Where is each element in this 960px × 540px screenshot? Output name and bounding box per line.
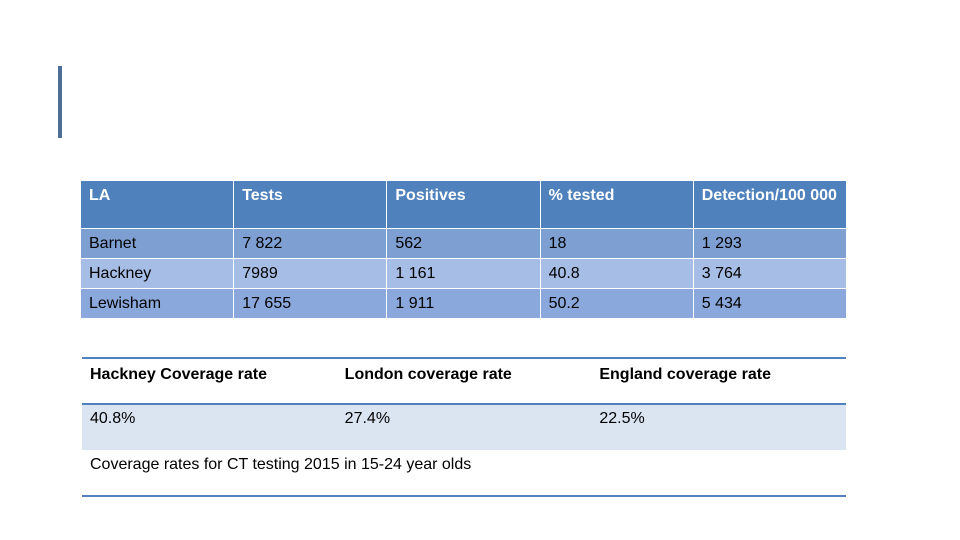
cell-percent-tested: 50.2 bbox=[539, 288, 694, 319]
title-accent-bar bbox=[58, 66, 62, 138]
cell-positives: 1 911 bbox=[386, 288, 541, 319]
coverage-value-england: 22.5% bbox=[599, 410, 645, 427]
table-row: Hackney 7989 1 161 40.8 3 764 bbox=[79, 258, 848, 289]
table-row: Lewisham 17 655 1 911 50.2 5 434 bbox=[79, 288, 848, 319]
cell-positives: 562 bbox=[386, 228, 541, 259]
cell-tests: 17 655 bbox=[233, 288, 388, 319]
coverage-value-london: 27.4% bbox=[344, 410, 391, 427]
cell-percent-tested: 40.8 bbox=[539, 258, 694, 289]
cell-la: Lewisham bbox=[79, 288, 235, 319]
header-percent-tested: % tested bbox=[539, 180, 694, 229]
header-positives: Positives bbox=[386, 180, 541, 229]
cell-percent-tested: 18 bbox=[539, 228, 694, 259]
cell-la: Hackney bbox=[79, 258, 235, 289]
coverage-table: Hackney Coverage rate London coverage ra… bbox=[82, 357, 846, 497]
header-la: LA bbox=[79, 180, 235, 229]
cell-tests: 7 822 bbox=[233, 228, 388, 259]
coverage-caption: Coverage rates for CT testing 2015 in 15… bbox=[90, 456, 472, 473]
coverage-bottom-rule bbox=[82, 495, 846, 497]
cell-positives: 1 161 bbox=[386, 258, 541, 289]
header-detection: Detection/100 000 bbox=[692, 180, 848, 229]
cell-detection: 5 434 bbox=[692, 288, 848, 319]
coverage-header-row: Hackney Coverage rate London coverage ra… bbox=[82, 359, 846, 403]
coverage-values-row: 40.8% 27.4% 22.5% bbox=[82, 405, 846, 450]
coverage-top-rule bbox=[82, 357, 846, 359]
coverage-caption-row: Coverage rates for CT testing 2015 in 15… bbox=[82, 450, 846, 495]
cell-la: Barnet bbox=[79, 228, 235, 259]
table-row: Barnet 7 822 562 18 1 293 bbox=[79, 228, 848, 259]
coverage-header-hackney: Hackney Coverage rate bbox=[90, 366, 267, 383]
cell-tests: 7989 bbox=[233, 258, 388, 289]
la-table-header-row: LA Tests Positives % tested Detection/10… bbox=[79, 180, 848, 229]
coverage-header-england: England coverage rate bbox=[599, 366, 771, 383]
coverage-value-hackney: 40.8% bbox=[90, 410, 136, 427]
coverage-header-london: London coverage rate bbox=[344, 366, 512, 383]
cell-detection: 3 764 bbox=[692, 258, 848, 289]
coverage-mid-rule bbox=[82, 403, 846, 405]
la-table: LA Tests Positives % tested Detection/10… bbox=[79, 180, 848, 319]
header-tests: Tests bbox=[233, 180, 388, 229]
cell-detection: 1 293 bbox=[692, 228, 848, 259]
